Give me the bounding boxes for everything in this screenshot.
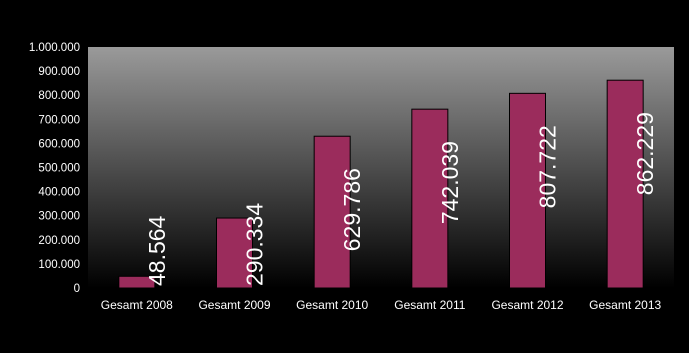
y-tick-label: 200.000: [38, 235, 80, 247]
y-tick-label: 1.000.000: [29, 42, 80, 54]
y-tick-label: 900.000: [38, 66, 80, 78]
y-tick-label: 500.000: [38, 163, 80, 175]
x-tick-label: Gesamt 2012: [491, 298, 563, 312]
y-axis: 0 100.000 200.000 300.000 400.000 500.000 600.…: [29, 42, 80, 295]
bar: [118, 275, 156, 289]
data-label: 742.039: [437, 141, 463, 224]
x-tick-label: Gesamt 2008: [101, 298, 173, 312]
plot-area: [88, 47, 674, 288]
data-label: 48.564: [144, 215, 170, 286]
bar: [606, 79, 644, 289]
bar: [509, 92, 546, 289]
x-tick-label: Gesamt 2009: [198, 298, 270, 312]
x-tick-label: Gesamt 2013: [589, 298, 661, 312]
y-tick-label: 700.000: [38, 114, 80, 126]
bar: [313, 135, 351, 289]
y-tick-label: 100.000: [38, 259, 80, 271]
y-tick-label: 300.000: [38, 211, 80, 223]
bar: [411, 108, 449, 289]
data-label: 862.229: [632, 112, 658, 195]
data-labels-group: 48.564 290.334 629.786 742.039 807.722 862.22…: [144, 112, 658, 286]
data-label: 807.722: [535, 125, 561, 208]
bars-group: [118, 79, 644, 289]
x-tick-label: Gesamt 2010: [296, 298, 368, 312]
x-tick-label: Gesamt 2011: [394, 298, 465, 312]
y-tick-label: 0: [74, 283, 80, 295]
data-label: 290.334: [242, 203, 268, 286]
x-axis: Gesamt 2008 Gesamt 2009 Gesamt 2010 Gesamt …: [101, 298, 662, 312]
y-tick-label: 400.000: [38, 187, 80, 199]
data-label: 629.786: [339, 168, 365, 251]
y-tick-label: 800.000: [38, 90, 80, 102]
y-tick-label: 600.000: [38, 138, 80, 150]
bar: [216, 217, 253, 289]
